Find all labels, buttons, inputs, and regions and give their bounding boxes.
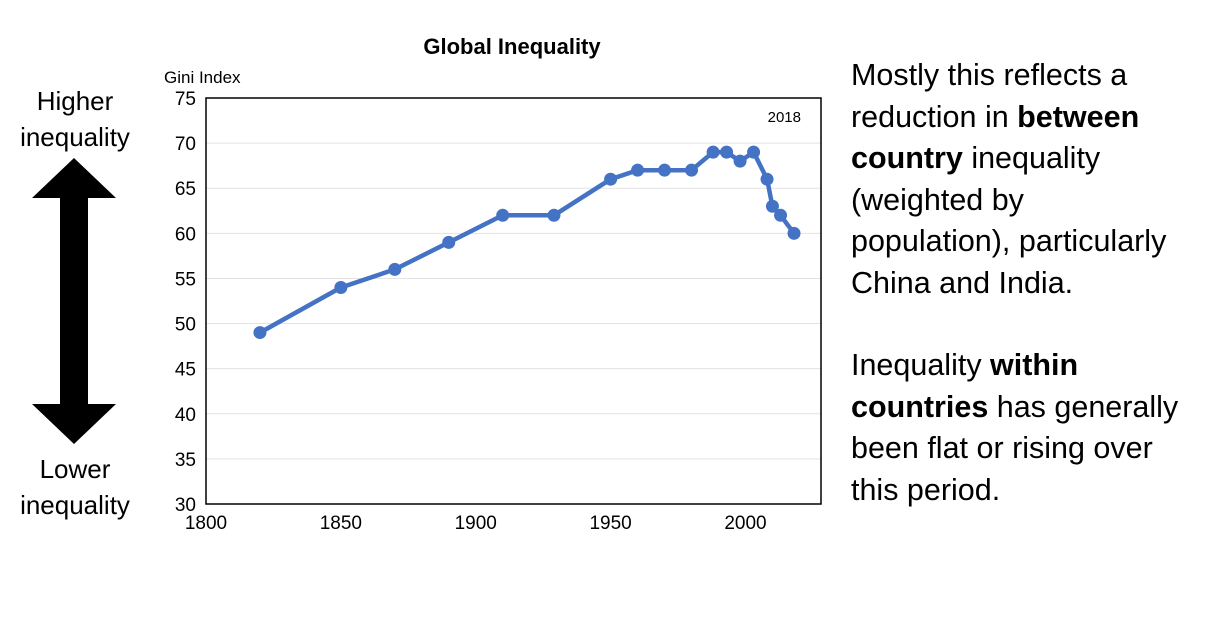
data-point — [747, 145, 761, 159]
lower-label-line2: inequality — [20, 490, 130, 520]
year-annotation: 2018 — [768, 109, 801, 126]
data-point — [685, 163, 699, 177]
series-line-layer — [258, 149, 796, 335]
y-tick-label: 65 — [175, 179, 196, 200]
commentary-emphasis: countries — [851, 389, 989, 424]
commentary-paragraph-1: Mostly this reflects a reduction in betw… — [851, 55, 1220, 304]
data-point — [765, 199, 779, 213]
y-tick-label: 40 — [175, 405, 196, 426]
double-arrow-icon — [32, 158, 116, 444]
commentary-text: has generally — [988, 389, 1179, 424]
data-point — [604, 172, 618, 186]
data-point — [760, 172, 774, 186]
y-tick-label: 60 — [175, 224, 196, 245]
data-point — [442, 235, 456, 249]
series-line — [258, 149, 796, 335]
commentary-paragraph-2: Inequality within countries has generall… — [851, 345, 1220, 511]
data-point — [547, 208, 561, 222]
data-point — [496, 208, 510, 222]
chart-title: Global Inequality — [423, 34, 601, 59]
lower-inequality-label: Lower inequality — [0, 451, 150, 523]
higher-inequality-label: Higher inequality — [0, 83, 150, 155]
commentary-text: reduction in — [851, 99, 1018, 134]
commentary-text: Mostly this reflects a — [851, 58, 1128, 92]
data-point — [631, 163, 645, 177]
x-tick-label: 1850 — [320, 513, 362, 534]
data-point — [787, 226, 801, 240]
x-tick-label: 1800 — [185, 513, 227, 534]
commentary-text: inequality — [962, 141, 1101, 175]
global-inequality-chart: Global Inequality Gini Index 30 35 40 45 50 5… — [164, 34, 822, 534]
commentary-text: Inequality — [851, 348, 991, 382]
y-tick-label: 50 — [175, 315, 196, 336]
data-points — [253, 145, 801, 340]
data-point — [733, 154, 747, 168]
commentary-emphasis: within — [990, 348, 1079, 382]
x-tick-label: 2000 — [724, 513, 766, 534]
commentary-text: China and India. — [851, 265, 1074, 300]
lower-label-line1: Lower — [39, 454, 111, 484]
y-tick-label: 30 — [175, 495, 196, 516]
data-point — [706, 145, 720, 159]
double-arrow-shape — [32, 158, 116, 444]
gridlines — [206, 142, 821, 460]
higher-label-line2: inequality — [20, 122, 130, 152]
data-point — [658, 163, 672, 177]
higher-label-line1: Higher — [36, 86, 114, 116]
y-axis-label: Gini Index — [164, 68, 241, 87]
x-tick-label: 1950 — [589, 513, 631, 534]
y-tick-label: 55 — [175, 269, 196, 290]
commentary-emphasis: country — [851, 141, 963, 175]
commentary-text: (weighted by — [851, 182, 1024, 217]
tick-labels: 30 35 40 45 50 55 60 65 70 75 1800 1850 1900 1950 2000 — [175, 89, 767, 534]
data-point — [774, 208, 788, 222]
data-point — [388, 262, 402, 276]
data-point — [720, 145, 734, 159]
y-tick-label: 70 — [175, 134, 196, 155]
commentary-text: this period. — [851, 472, 1001, 507]
y-tick-label: 45 — [175, 360, 196, 381]
data-point — [253, 326, 267, 340]
commentary-text: population), particularly — [851, 224, 1167, 258]
commentary-text: been flat or rising over — [851, 431, 1153, 465]
x-tick-label: 1900 — [455, 513, 497, 534]
plot-frame — [205, 97, 822, 505]
data-point — [334, 280, 348, 294]
commentary-emphasis: between — [1017, 99, 1140, 134]
y-tick-label: 35 — [175, 450, 196, 471]
y-tick-label: 75 — [175, 89, 196, 110]
